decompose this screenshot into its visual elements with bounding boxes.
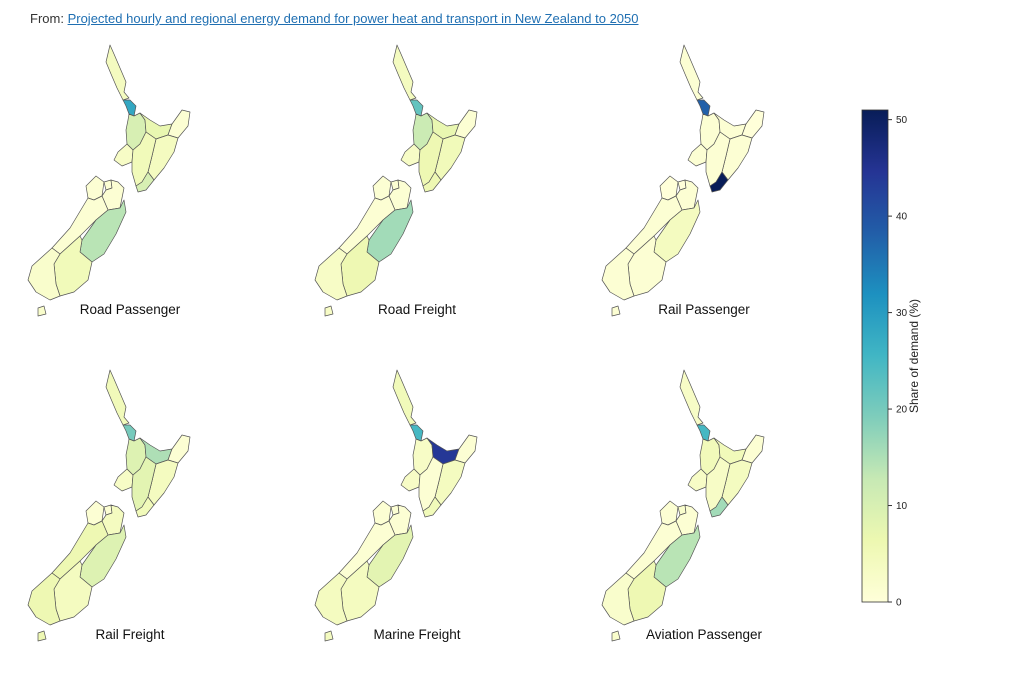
region-northland <box>105 369 130 426</box>
region-taranaki <box>687 143 708 167</box>
nz-map <box>27 369 191 642</box>
region-taranaki <box>687 468 708 492</box>
panel-title: Marine Freight <box>373 627 461 642</box>
region-taranaki <box>113 468 134 492</box>
region-northland <box>679 44 704 101</box>
map-panel: Marine Freight <box>297 365 537 665</box>
colorbar-tick-label: 30 <box>896 308 908 319</box>
colorbar-tick-label: 40 <box>896 212 908 223</box>
panel-title: Rail Passenger <box>658 302 750 317</box>
panel-title: Aviation Passenger <box>645 627 763 642</box>
region-wellington <box>135 496 155 518</box>
map-panel: Aviation Passenger <box>584 365 824 665</box>
region-southland <box>37 630 47 642</box>
region-southland <box>601 572 635 626</box>
source-prefix: From: <box>30 11 64 26</box>
region-southland <box>37 305 47 317</box>
region-southland <box>601 247 635 301</box>
region-northland <box>679 369 704 426</box>
colorbar-tick-label: 10 <box>896 501 908 512</box>
map-panel: Road Freight <box>297 40 537 340</box>
region-west-coast <box>625 520 683 580</box>
region-canterbury <box>366 524 414 588</box>
region-canterbury <box>366 199 414 263</box>
region-wellington <box>709 171 729 193</box>
region-auckland <box>409 424 424 442</box>
region-auckland <box>409 99 424 117</box>
map-panel: Rail Freight <box>10 365 250 665</box>
colorbar-tick-label: 50 <box>896 115 908 126</box>
map-panel: Road Passenger <box>10 40 250 340</box>
region-northland <box>392 44 417 101</box>
region-southland <box>27 247 61 301</box>
region-taranaki <box>400 468 421 492</box>
region-northland <box>392 369 417 426</box>
region-northland <box>105 44 130 101</box>
region-auckland <box>696 424 711 442</box>
region-taranaki <box>113 143 134 167</box>
region-west-coast <box>625 195 683 255</box>
colorbar-tick-label: 20 <box>896 405 908 416</box>
region-canterbury <box>653 524 701 588</box>
region-wellington <box>135 171 155 193</box>
region-southland <box>611 305 621 317</box>
region-canterbury <box>79 524 127 588</box>
region-canterbury <box>653 199 701 263</box>
region-southland <box>314 572 348 626</box>
nz-map <box>601 44 765 317</box>
colorbar-gradient <box>861 109 889 603</box>
region-west-coast <box>338 520 396 580</box>
region-west-coast <box>51 520 109 580</box>
nz-map <box>314 44 478 317</box>
panel-title: Road Freight <box>377 302 457 317</box>
region-southland <box>27 572 61 626</box>
panel-title: Rail Freight <box>95 627 165 642</box>
region-west-coast <box>51 195 109 255</box>
region-auckland <box>122 99 137 117</box>
region-southland <box>314 247 348 301</box>
region-auckland <box>122 424 137 442</box>
region-wellington <box>422 496 442 518</box>
region-wellington <box>422 171 442 193</box>
region-southland <box>324 305 334 317</box>
map-panel: Rail Passenger <box>584 40 824 340</box>
nz-map <box>27 44 191 317</box>
region-wellington <box>709 496 729 518</box>
region-taranaki <box>400 143 421 167</box>
source-article-link[interactable]: Projected hourly and regional energy dem… <box>67 11 639 26</box>
nz-map <box>601 369 765 642</box>
region-southland <box>611 630 621 642</box>
region-west-coast <box>338 195 396 255</box>
colorbar: 0 10 20 30 40 50 Share of demand (%) <box>861 109 921 609</box>
region-canterbury <box>79 199 127 263</box>
colorbar-label: Share of demand (%) <box>907 299 921 413</box>
colorbar-tick-label: 0 <box>896 598 902 609</box>
region-southland <box>324 630 334 642</box>
nz-map <box>314 369 478 642</box>
source-line: From: Projected hourly and regional ener… <box>30 11 639 26</box>
panel-title: Road Passenger <box>79 302 181 317</box>
region-auckland <box>696 99 711 117</box>
